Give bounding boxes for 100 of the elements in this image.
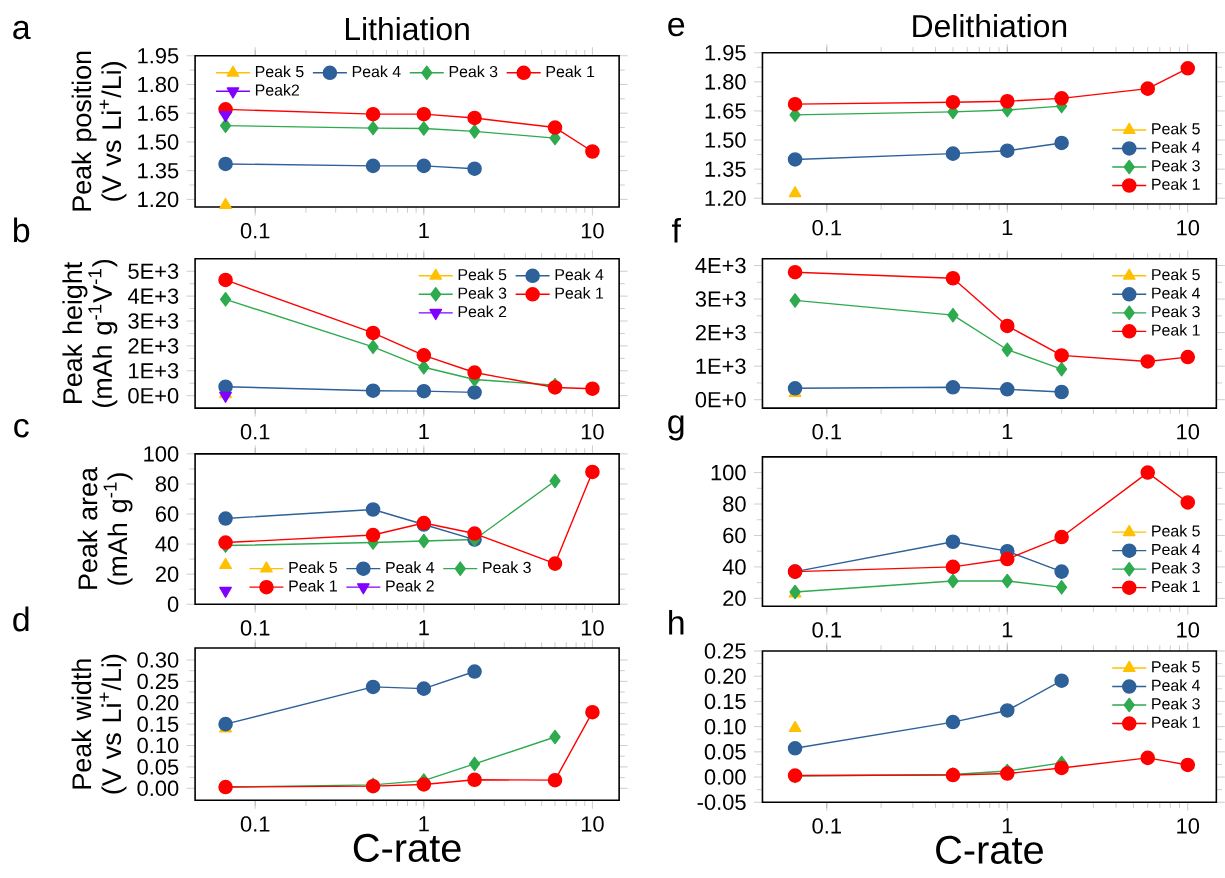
- x-tick-label: 1: [1002, 818, 1013, 834]
- legend-label: Peak 5: [289, 561, 338, 574]
- y-tick-label: 0.00: [704, 769, 746, 785]
- legend-label: Peak 4: [386, 561, 435, 574]
- legend-label: Peak 3: [1152, 159, 1200, 172]
- y-tick-label: 1.35: [138, 162, 179, 179]
- y-tick-label: 20: [723, 590, 746, 607]
- y-tick-label: 5E+3: [128, 263, 179, 280]
- y-tick-label: 0: [167, 596, 179, 612]
- y-tick-label: 40: [722, 559, 746, 575]
- x-tick-label: 10: [581, 816, 604, 832]
- legend-label: Peak 4: [1152, 679, 1201, 692]
- x-tick-label: 1: [419, 816, 429, 832]
- y-tick-label: 100: [711, 464, 746, 481]
- legend-label: Peak 3: [1152, 697, 1200, 710]
- x-tick-label: 0.1: [812, 622, 841, 638]
- y-tick-label: 3E+3: [695, 291, 746, 307]
- y-tick-label: 0E+0: [695, 392, 746, 408]
- legend-label: Peak 1: [1152, 178, 1200, 190]
- x-tick-label: 0.1: [240, 620, 270, 636]
- legend-label: Peak 4: [352, 65, 401, 78]
- y-tick-label: 0.10: [704, 718, 746, 735]
- x-tick-label: 0.1: [240, 223, 270, 239]
- x-tick-label: 1: [419, 424, 429, 440]
- x-tick-label: 1: [1002, 622, 1013, 638]
- legend-label: Peak 5: [255, 65, 304, 78]
- legend-label: Peak 5: [1152, 660, 1200, 673]
- y-tick-label: 0.20: [137, 695, 179, 711]
- legend-label: Peak 3: [483, 561, 531, 574]
- legend-label: Peak 3: [1152, 561, 1200, 574]
- legend-label: Peak 4: [1152, 141, 1201, 153]
- x-tick-label: 1: [419, 223, 429, 239]
- legend-label: Peak 1: [546, 65, 595, 78]
- y-tick-label: 1.80: [138, 76, 179, 93]
- x-tick-label: 10: [1177, 220, 1200, 236]
- y-tick-label: 1.50: [705, 132, 746, 148]
- text: g: [668, 415, 684, 441]
- text: c: [14, 418, 29, 438]
- y-tick-label: 60: [723, 527, 746, 544]
- legend-label: Peak 2: [458, 305, 507, 318]
- text: d: [13, 606, 29, 632]
- x-axis-title: C-rate: [353, 833, 461, 863]
- legend-label: Peak 3: [458, 287, 507, 299]
- text: f: [671, 217, 681, 243]
- legend-label: Peak 1: [555, 287, 604, 299]
- legend-label: Peak 5: [1152, 122, 1200, 135]
- y-tick-label: 1E+3: [129, 363, 179, 379]
- y-tick-label: 2E+3: [695, 324, 746, 341]
- x-axis-title: C-rate: [936, 835, 1043, 865]
- chart-title: Delithiation: [913, 14, 1067, 38]
- x-tick-label: 0.1: [240, 816, 270, 832]
- y-tick-label: 0.25: [704, 643, 746, 659]
- legend-label: Peak 1: [1152, 716, 1200, 729]
- y-tick-label: 0.20: [704, 668, 746, 684]
- x-tick-label: 10: [1177, 622, 1200, 638]
- y-tick-label: 40: [155, 536, 179, 552]
- text: e: [668, 17, 685, 37]
- y-tick-label: 2E+3: [128, 338, 179, 354]
- legend-label: Peak 4: [555, 268, 604, 281]
- chart-title: Lithiation: [345, 17, 469, 41]
- y-tick-label: 0.15: [137, 716, 179, 732]
- y-tick-label: 0.05: [704, 744, 746, 760]
- x-tick-label: 10: [581, 223, 604, 239]
- y-tick-label: 1.20: [705, 190, 746, 207]
- x-tick-label: 1: [419, 620, 429, 636]
- y-tick-label: 1.65: [705, 103, 746, 119]
- y-tick-label: 1.20: [138, 191, 179, 208]
- x-tick-label: 1: [1002, 424, 1013, 440]
- legend-label: Peak 5: [1152, 268, 1200, 281]
- x-tick-label: 1: [1002, 220, 1013, 236]
- x-tick-label: 10: [581, 620, 604, 636]
- y-tick-label: 3E+3: [128, 313, 179, 329]
- y-tick-label: 4E+3: [695, 257, 746, 274]
- y-tick-label: 1E+3: [696, 358, 746, 374]
- y-tick-label: -0.05: [697, 794, 746, 811]
- y-tick-label: 60: [155, 506, 179, 522]
- x-tick-label: 0.1: [812, 220, 841, 236]
- x-tick-label: 0.1: [812, 818, 841, 834]
- y-tick-label: 0.00: [137, 780, 179, 797]
- x-tick-label: 10: [1177, 818, 1200, 834]
- x-tick-label: 10: [1177, 424, 1200, 440]
- legend-label: Peak 4: [1152, 543, 1201, 556]
- y-tick-label: 1.50: [138, 134, 179, 150]
- y-tick-label: 0.05: [137, 759, 179, 775]
- x-tick-label: 0.1: [240, 424, 270, 440]
- x-tick-label: 0.1: [812, 424, 841, 440]
- y-tick-label: 1.80: [705, 74, 746, 90]
- text: a: [13, 20, 31, 40]
- y-tick-label: 4E+3: [127, 288, 179, 304]
- text: b: [14, 217, 30, 243]
- legend-label: Peak 1: [1152, 580, 1200, 593]
- y-tick-label: 0.25: [137, 673, 179, 690]
- y-tick-label: 1.95: [705, 45, 746, 61]
- y-tick-label: 1.65: [138, 105, 179, 121]
- legend-label: Peak 1: [289, 579, 337, 592]
- legend-label: Peak 1: [1152, 324, 1200, 336]
- legend-label: Peak 2: [386, 579, 434, 592]
- y-tick-label: 0.15: [704, 693, 746, 710]
- y-tick-label: 0E+0: [128, 387, 179, 404]
- legend-label: Peak 3: [449, 65, 498, 78]
